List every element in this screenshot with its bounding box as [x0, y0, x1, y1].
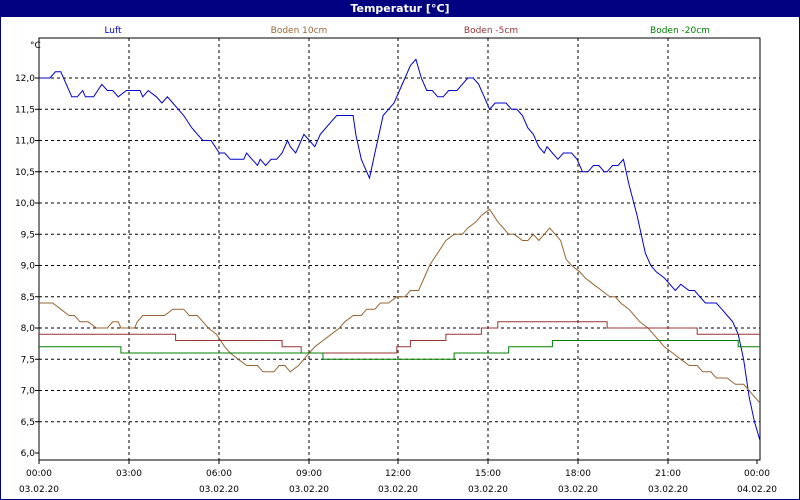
y-tick-label: 6,5 [21, 418, 35, 428]
series-line-0 [39, 58, 761, 441]
series-lines [39, 58, 761, 441]
x-tick-labels: 00:00 03.02.20 03:00 06:00 03.02.20 09:00 03.0… [19, 469, 777, 495]
x-tick-date: 03.02.20 [558, 485, 598, 495]
x-tick-date: 03.02.20 [199, 485, 239, 495]
x-tick-date: 03.02.20 [648, 485, 688, 495]
y-tick-label: 11,5 [15, 105, 35, 115]
x-tick-time: 00:00 [744, 469, 770, 479]
x-tick-date: 03.02.20 [468, 485, 508, 495]
legend-entry: Boden 10cm [271, 26, 328, 36]
y-tick-label: 7,5 [21, 355, 35, 365]
x-tick-time: 15:00 [475, 469, 501, 479]
chart-title: Temperatur [°C] [1, 1, 799, 17]
plot-border [38, 37, 761, 461]
legend-entry: Boden -20cm [650, 26, 710, 36]
legend: Luft Boden 10cm Boden -5cm Boden -20cm [104, 26, 710, 36]
x-tick-date: 03.02.20 [378, 485, 418, 495]
y-tick-label: 9,5 [21, 230, 35, 240]
x-tick-date: 04.02.20 [737, 485, 777, 495]
x-tick-time: 12:00 [385, 469, 411, 479]
y-tick-label: 11,0 [15, 137, 35, 147]
x-tick-time: 21:00 [655, 469, 681, 479]
axes [35, 37, 761, 464]
x-tick-time: 18:00 [565, 469, 591, 479]
x-tick-time: 00:00 [26, 469, 52, 479]
y-tick-label: 8,0 [21, 324, 36, 334]
x-tick-time: 03:00 [116, 469, 142, 479]
y-tick-label: 10,5 [15, 168, 35, 178]
y-tick-label: 12,0 [15, 74, 35, 84]
y-axis-unit: °C [30, 41, 41, 51]
series-line-3 [39, 340, 760, 360]
x-tick-date: 03.02.20 [19, 485, 59, 495]
legend-entry: Boden -5cm [464, 26, 518, 36]
y-tick-label: 7,0 [21, 387, 36, 397]
series-line-2 [39, 321, 760, 354]
grid-lines [39, 38, 760, 460]
y-tick-label: 6,0 [21, 449, 36, 459]
x-tick-date: 03.02.20 [289, 485, 329, 495]
y-tick-labels: 6,0 6,5 7,0 7,5 8,0 8,5 9,0 9,5 10,0 10,5 11,0 11,5… [15, 74, 35, 459]
series-line-1 [39, 208, 761, 404]
y-tick-label: 9,0 [21, 262, 36, 272]
y-tick-label: 10,0 [15, 199, 35, 209]
legend-entry: Luft [104, 26, 122, 36]
x-tick-time: 06:00 [206, 469, 232, 479]
y-tick-label: 8,5 [21, 293, 35, 303]
x-tick-time: 09:00 [296, 469, 322, 479]
